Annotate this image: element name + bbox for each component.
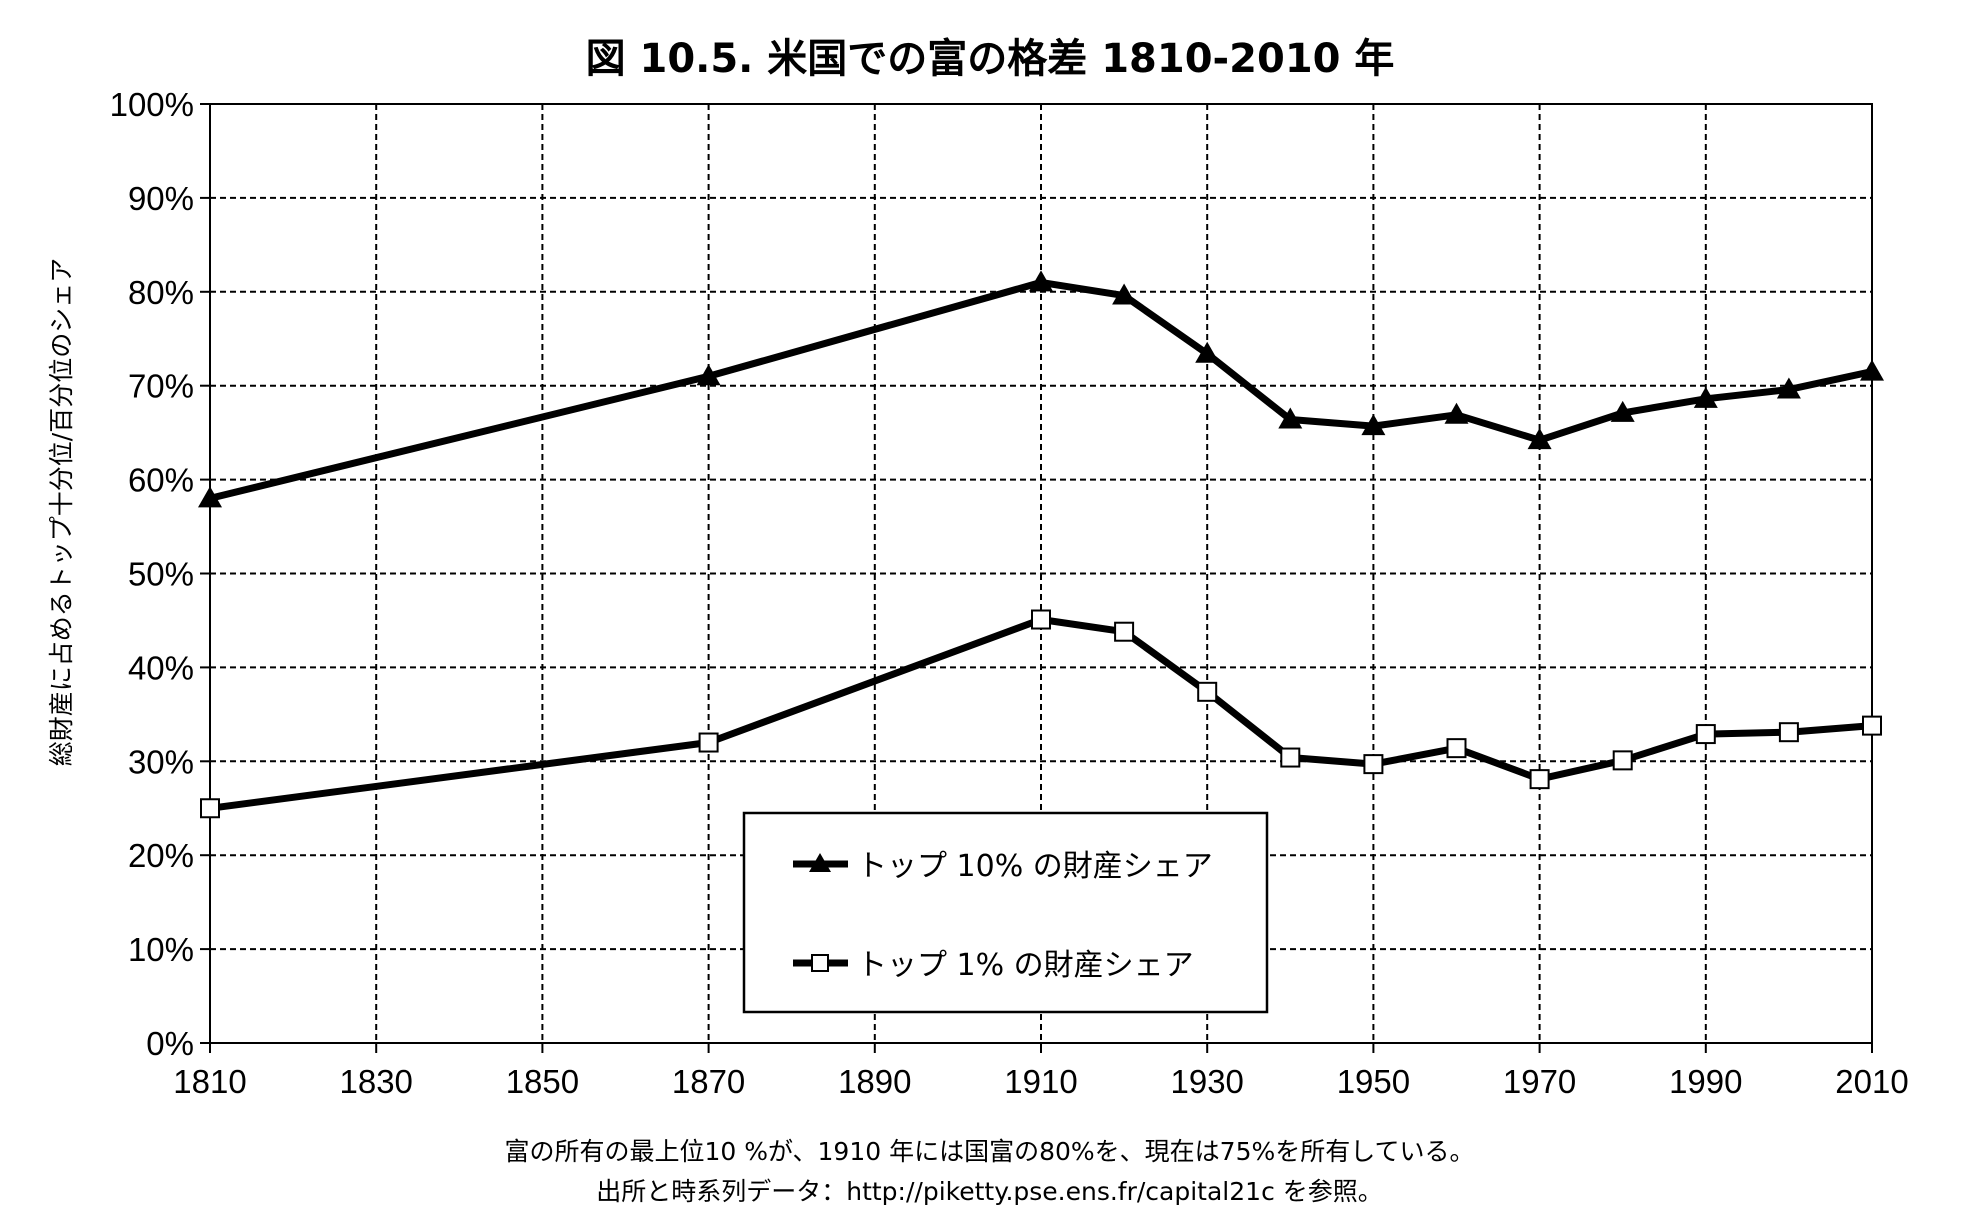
x-tick-label: 1970 (1503, 1063, 1576, 1100)
legend: トップ 10% の財産シェア トップ 1% の財産シェア (742, 811, 1269, 1014)
x-tick-label: 1870 (672, 1063, 745, 1100)
data-point-top1 (1197, 681, 1218, 702)
legend-triangle-marker (809, 853, 831, 872)
y-axis: 0% 10% 20% 30% 40% 50% 60% 70% 80% 90% 100% (110, 86, 210, 1062)
data-point-top1 (1862, 715, 1882, 736)
legend-box (742, 811, 1269, 1014)
data-point-top1 (1031, 609, 1051, 630)
x-tick-label: 1930 (1170, 1063, 1243, 1100)
data-point-top10 (1361, 414, 1386, 436)
caption-line-2: 出所と時系列データ：http://piketty.pse.ens.fr/capi… (596, 1177, 1383, 1206)
data-point-top10 (1029, 270, 1053, 292)
grid (210, 104, 1872, 1043)
data-point-top1 (1363, 754, 1384, 775)
y-tick-label: 80% (128, 274, 194, 311)
chart-title: 図 10.5. 米国での富の格差 1810-2010 年 (586, 36, 1395, 82)
data-point-top1 (1446, 738, 1467, 759)
legend-square-marker (811, 954, 829, 972)
x-tick-label: 1850 (506, 1063, 579, 1100)
x-axis: 1810 1830 1850 1870 1890 1910 1930 1950 1970 1990… (173, 1043, 1909, 1100)
series-group (198, 270, 1884, 819)
data-point-top10 (1444, 402, 1469, 424)
data-point-top10 (1527, 428, 1552, 450)
legend-label-top1: トップ 1% の財産シェア (857, 948, 1194, 983)
data-point-top1 (1529, 769, 1550, 790)
y-tick-label: 50% (128, 556, 194, 593)
x-tick-label: 1910 (1004, 1063, 1077, 1100)
data-point-top1 (200, 798, 220, 819)
data-point-top10 (1693, 386, 1718, 408)
y-tick-label: 40% (128, 649, 194, 686)
y-tick-label: 0% (146, 1025, 194, 1062)
data-point-top10 (1112, 283, 1137, 305)
data-point-top10 (198, 486, 222, 508)
x-tick-label: 1830 (339, 1063, 412, 1100)
x-tick-label: 1890 (838, 1063, 911, 1100)
y-tick-label: 60% (128, 462, 194, 499)
data-point-top10 (696, 364, 721, 386)
y-tick-label: 70% (128, 368, 194, 405)
y-tick-label: 30% (128, 743, 194, 780)
data-point-top10 (1860, 359, 1884, 381)
data-point-top1 (1695, 724, 1716, 745)
y-tick-label: 20% (128, 837, 194, 874)
x-tick-label: 2010 (1835, 1063, 1908, 1100)
y-axis-label: 総財産に占めるトップ十分位/百分位のシェア (47, 258, 76, 766)
data-point-top1 (1114, 621, 1135, 642)
y-tick-label: 100% (110, 86, 194, 123)
data-point-top10 (1776, 377, 1801, 399)
y-tick-label: 10% (128, 931, 194, 968)
y-tick-label: 90% (128, 180, 194, 217)
x-tick-label: 1810 (173, 1063, 246, 1100)
data-point-top10 (1195, 341, 1220, 363)
data-point-top1 (1778, 722, 1799, 743)
data-point-top1 (698, 732, 719, 753)
x-tick-label: 1950 (1337, 1063, 1410, 1100)
data-point-top10 (1278, 407, 1303, 429)
data-point-top10 (1610, 400, 1635, 422)
data-point-top1 (1280, 747, 1301, 768)
x-tick-label: 1990 (1669, 1063, 1742, 1100)
legend-label-top10: トップ 10% の財産シェア (857, 849, 1213, 884)
caption-line-1: 富の所有の最上位10 %が、1910 年には国富の80%を、現在は75%を所有し… (504, 1137, 1475, 1166)
data-point-top1 (1612, 750, 1633, 771)
